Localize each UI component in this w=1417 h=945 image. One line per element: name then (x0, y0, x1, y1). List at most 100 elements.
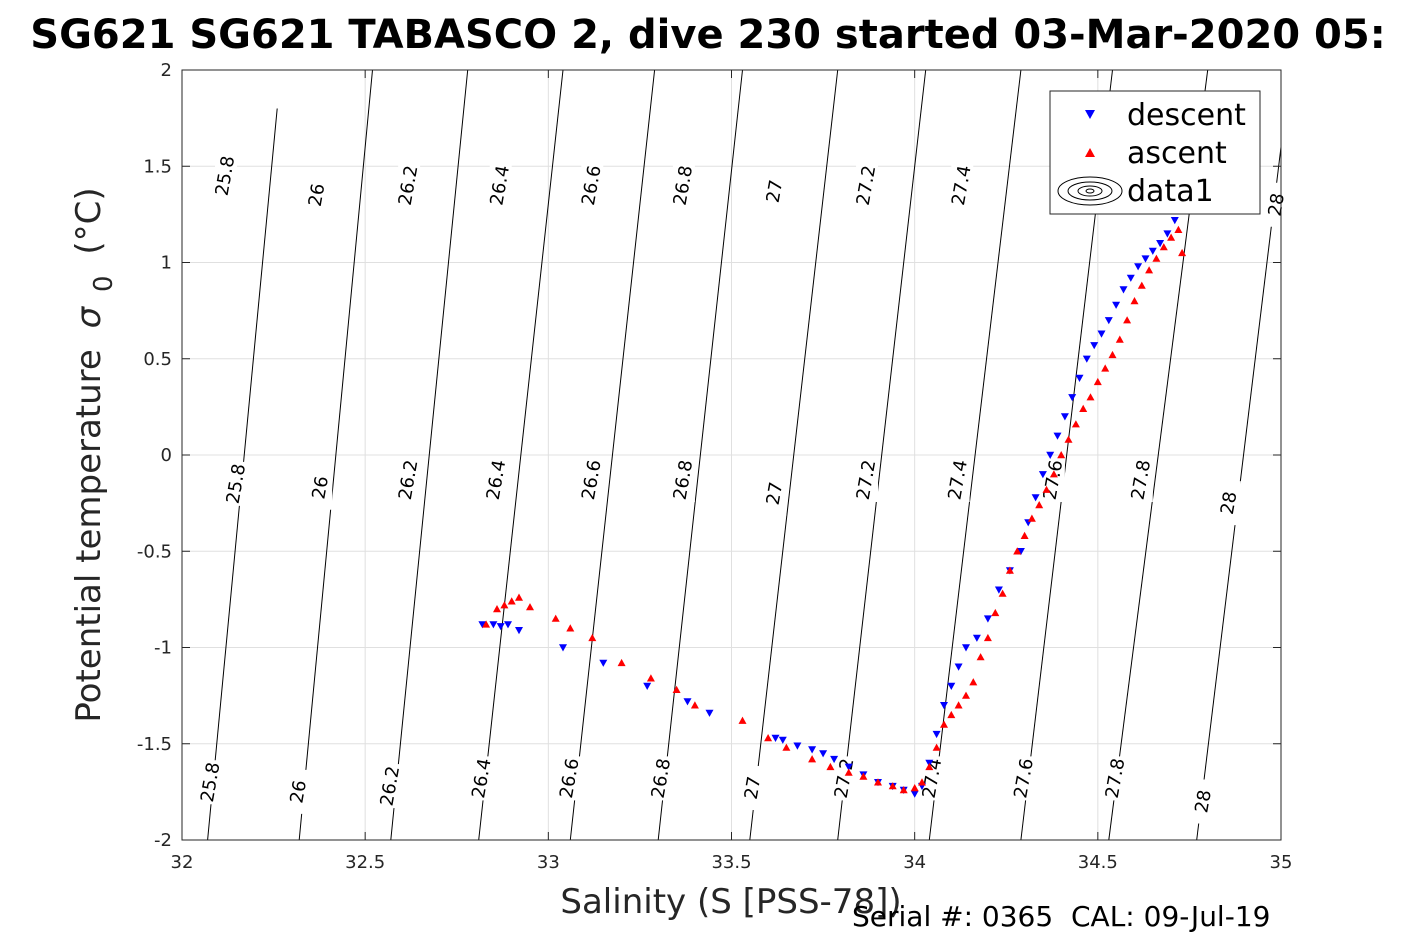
ascent-point (844, 768, 853, 776)
descent-point (599, 659, 608, 667)
ascent-point (690, 701, 699, 709)
ascent-point (983, 633, 992, 642)
ascent-point (940, 720, 948, 728)
ascent-point (1064, 435, 1073, 443)
descent-point (1156, 240, 1165, 248)
x-tick-label: 32 (171, 852, 194, 873)
legend-descent-label: descent (1127, 98, 1246, 133)
contour-label-bg (489, 163, 512, 208)
contour-label-bg (650, 756, 673, 801)
descent-point (489, 621, 498, 629)
contour-label-bg (1130, 458, 1153, 503)
descent-point (705, 709, 714, 717)
legend-descent-marker (1085, 110, 1095, 119)
x-tick-label: 33.5 (711, 852, 751, 873)
ascent-point (1178, 248, 1187, 257)
contour-label-bg (856, 163, 879, 208)
ascent-point (566, 624, 575, 632)
y-tick-label: -0.5 (137, 541, 172, 562)
descent-point (808, 746, 817, 754)
x-axis-label: Salinity (S [PSS-78]) (560, 882, 901, 922)
density-contour-line (569, 69, 656, 841)
contour-label-bg (951, 163, 974, 208)
descent-point (778, 736, 787, 744)
density-contour-line (478, 69, 564, 841)
contour-label: 27 (741, 775, 766, 801)
ascent-point (646, 674, 655, 682)
descent-point (1148, 247, 1157, 255)
y-axis-label-symbol: σ (69, 305, 109, 328)
ascent-point (738, 716, 747, 724)
descent-point (1038, 471, 1047, 479)
contour-label-bg (947, 458, 970, 503)
descent-point (559, 644, 567, 652)
legend-ascent-marker (1085, 148, 1095, 157)
ascent-point (1159, 243, 1168, 251)
descent-point (830, 755, 839, 764)
ascent-point (1130, 297, 1139, 305)
y-tick-label: -1.5 (137, 734, 172, 755)
density-contour-labels: 25.825.825.826262626.226.226.226.426.426… (197, 153, 1289, 824)
contour-label: 27 (763, 480, 788, 506)
descent-point (1097, 330, 1106, 338)
ascent-point (1071, 420, 1080, 428)
ascent-point (1079, 404, 1088, 412)
ascent-point (1057, 451, 1066, 459)
descent-point (496, 623, 505, 631)
x-tick-label: 35 (1270, 852, 1293, 873)
contour-label-bg (1193, 779, 1216, 824)
descent-point (932, 730, 941, 739)
x-tick-label: 34 (903, 852, 926, 873)
density-contour-line (749, 69, 839, 841)
y-axis-label-subscript: 0 (89, 275, 119, 292)
contour-label-bg (672, 458, 695, 503)
ascent-point (910, 784, 919, 792)
ascent-point (1108, 350, 1117, 359)
y-tick-label: 0.5 (143, 349, 172, 370)
ascent-series (482, 225, 1187, 794)
y-tick-label: 1 (161, 253, 172, 274)
ascent-point (782, 743, 791, 751)
y-tick-label: -2 (154, 830, 172, 851)
descent-point (983, 615, 992, 623)
contour-label-bg (214, 153, 237, 198)
contour-label-bg (764, 169, 787, 214)
contour-label: 28 (1191, 788, 1216, 814)
descent-point (940, 702, 948, 710)
density-contour-line (390, 69, 469, 841)
ascent-point (1005, 566, 1014, 574)
descent-point (1068, 394, 1077, 402)
chart-title: SG621 SG621 TABASCO 2, dive 230 started … (30, 12, 1385, 58)
ascent-point (932, 743, 941, 751)
ascent-point (764, 734, 773, 742)
y-tick-label: 1.5 (143, 156, 172, 177)
contour-label: 26 (305, 182, 330, 208)
y-tick-label: 2 (161, 60, 172, 81)
ascent-point (1115, 335, 1124, 343)
ascent-point (899, 786, 908, 794)
descent-point (819, 750, 828, 758)
ascent-point (991, 608, 1000, 617)
ascent-point (1167, 233, 1176, 241)
ascent-point (482, 620, 491, 628)
ascent-point (998, 589, 1007, 597)
ascent-point (1174, 225, 1183, 233)
contour-label-bg (1218, 481, 1241, 526)
descent-point (954, 663, 963, 671)
serial-label: Serial #: 0365 (852, 900, 1054, 933)
contour-label-bg (310, 465, 333, 510)
footer-serial-cal: Serial #: 0365 CAL: 09-Jul-19 (852, 900, 1270, 933)
contour-label-bg (306, 173, 329, 218)
contour-label-bg (1105, 756, 1128, 801)
contour-label-bg (200, 760, 223, 805)
ascent-point (1042, 485, 1051, 493)
ascent-point (874, 778, 882, 786)
descent-point (972, 634, 981, 642)
ascent-point (918, 778, 926, 786)
contour-label: 26 (286, 779, 311, 805)
y-axis-label: Potential temperature σ 0 (°C) (69, 187, 119, 722)
density-contour-line (657, 69, 743, 841)
descent-point (1082, 355, 1091, 363)
y-axis-label-main: Potential temperature (69, 349, 109, 722)
contour-label: 28 (1264, 192, 1289, 218)
